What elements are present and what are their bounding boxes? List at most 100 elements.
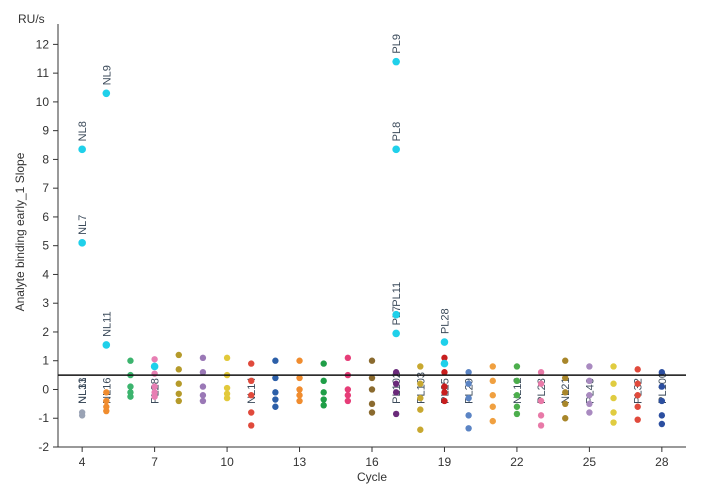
data-point bbox=[127, 383, 134, 390]
data-point bbox=[441, 383, 448, 390]
data-point bbox=[199, 392, 207, 399]
data-point bbox=[417, 406, 424, 413]
data-point bbox=[441, 397, 448, 405]
data-point bbox=[610, 380, 617, 387]
point-label: NL8 bbox=[77, 121, 89, 141]
data-point bbox=[103, 397, 110, 405]
data-point bbox=[272, 389, 279, 396]
data-point bbox=[658, 383, 666, 390]
data-point bbox=[78, 412, 86, 419]
data-point bbox=[465, 394, 472, 402]
data-point bbox=[586, 377, 593, 385]
highlighted-point bbox=[392, 329, 400, 338]
data-point bbox=[175, 351, 182, 359]
data-point bbox=[368, 357, 376, 364]
x-tick-label: 22 bbox=[510, 455, 524, 469]
data-point bbox=[513, 403, 521, 410]
data-point bbox=[320, 377, 327, 385]
data-point bbox=[465, 412, 472, 419]
highlighted-point bbox=[78, 145, 86, 154]
data-point bbox=[489, 377, 496, 385]
data-point bbox=[586, 363, 593, 370]
data-point bbox=[634, 403, 641, 410]
y-tick-label: 2 bbox=[42, 325, 49, 339]
data-point bbox=[610, 419, 617, 426]
data-point bbox=[586, 409, 593, 416]
data-point bbox=[223, 394, 231, 402]
data-point bbox=[634, 380, 641, 387]
data-point bbox=[175, 366, 182, 373]
data-point bbox=[610, 409, 617, 416]
y-tick-label: -2 bbox=[38, 440, 49, 454]
data-point bbox=[296, 374, 303, 382]
point-label: PL9 bbox=[391, 34, 403, 54]
data-point bbox=[151, 383, 158, 390]
data-point bbox=[248, 409, 255, 416]
data-point bbox=[368, 386, 376, 393]
x-tick-label: 13 bbox=[293, 455, 307, 469]
point-label: NL11 bbox=[101, 311, 113, 336]
data-point bbox=[562, 389, 569, 396]
x-tick-label: 19 bbox=[438, 455, 452, 469]
y-tick-label: 10 bbox=[36, 95, 50, 109]
data-point bbox=[320, 389, 327, 396]
data-point bbox=[441, 369, 448, 376]
y-tick-label: 4 bbox=[42, 267, 49, 281]
y-tick-label: 3 bbox=[42, 296, 49, 310]
data-point bbox=[392, 380, 400, 387]
data-point bbox=[489, 363, 496, 370]
data-point bbox=[392, 369, 400, 376]
data-point bbox=[634, 392, 641, 399]
data-point bbox=[417, 380, 424, 387]
data-point bbox=[344, 397, 352, 405]
data-point bbox=[465, 380, 472, 387]
data-point bbox=[417, 363, 424, 370]
y-tick-label: 6 bbox=[42, 210, 49, 224]
data-point bbox=[513, 363, 521, 370]
data-point bbox=[537, 422, 545, 429]
data-point bbox=[344, 354, 352, 362]
data-point bbox=[223, 384, 231, 392]
data-point bbox=[272, 374, 279, 382]
x-tick-label: 28 bbox=[655, 455, 669, 469]
highlighted-point bbox=[102, 89, 111, 98]
data-point bbox=[151, 393, 158, 400]
x-tick-label: 10 bbox=[220, 455, 234, 469]
data-point bbox=[562, 374, 569, 382]
data-point bbox=[127, 357, 134, 364]
point-label: NL31 bbox=[77, 378, 89, 404]
data-point bbox=[296, 386, 303, 393]
point-label: PL102 bbox=[391, 372, 403, 404]
data-point bbox=[465, 425, 472, 432]
data-point bbox=[272, 357, 279, 364]
data-point bbox=[417, 426, 424, 433]
data-point bbox=[223, 354, 231, 362]
data-point bbox=[441, 389, 448, 396]
data-point bbox=[537, 397, 545, 405]
data-point bbox=[586, 400, 593, 408]
data-point bbox=[151, 370, 158, 377]
data-point bbox=[175, 397, 182, 405]
point-label: NL7 bbox=[77, 215, 89, 235]
highlighted-point bbox=[392, 57, 400, 66]
data-point bbox=[272, 403, 279, 410]
data-point bbox=[634, 416, 641, 423]
data-point bbox=[248, 377, 255, 385]
data-point bbox=[151, 356, 158, 363]
data-point bbox=[513, 410, 521, 418]
data-point bbox=[320, 402, 327, 409]
data-point bbox=[344, 386, 352, 393]
y-tick-label: 11 bbox=[37, 66, 50, 80]
data-point bbox=[175, 380, 182, 387]
data-point bbox=[368, 374, 376, 382]
data-point bbox=[513, 377, 521, 385]
data-point bbox=[513, 392, 521, 399]
data-point bbox=[272, 396, 279, 403]
data-point bbox=[658, 420, 666, 428]
highlighted-point bbox=[440, 338, 449, 346]
data-point bbox=[658, 369, 666, 376]
highlighted-point bbox=[392, 145, 400, 154]
data-point bbox=[296, 397, 303, 405]
data-point bbox=[562, 400, 569, 408]
data-point bbox=[320, 396, 327, 403]
